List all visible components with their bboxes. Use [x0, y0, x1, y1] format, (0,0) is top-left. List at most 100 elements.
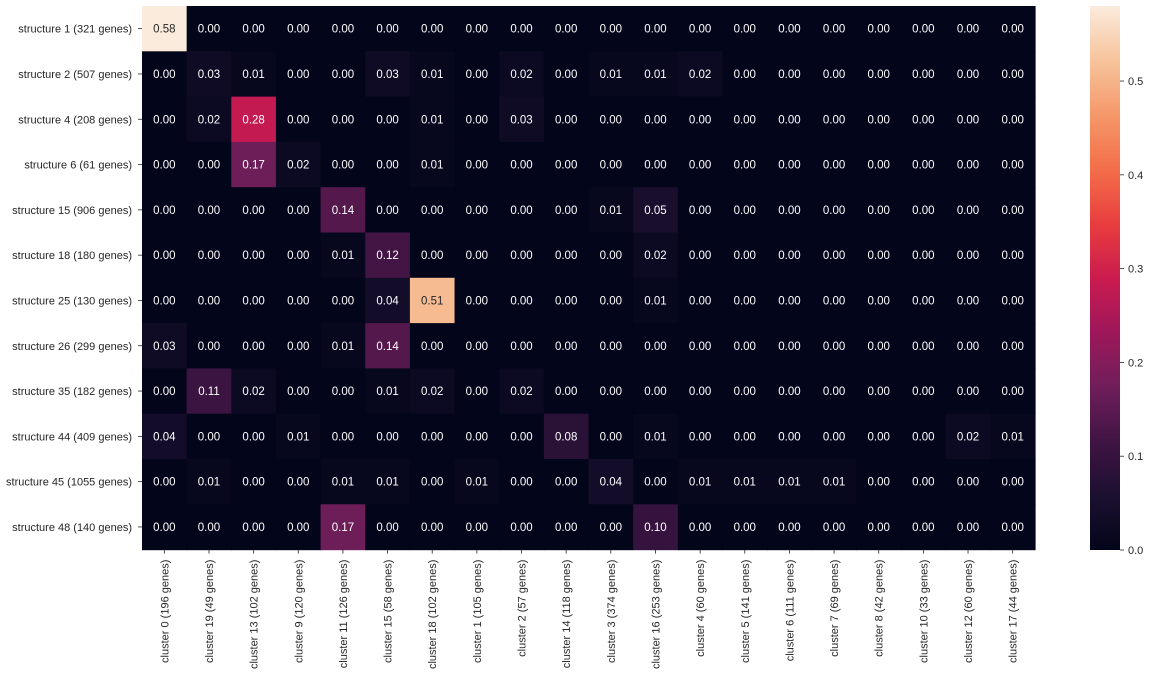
cell-value-label: 0.00 — [912, 386, 934, 398]
heatmap-cell — [901, 96, 947, 143]
cell-value-label: 0.51 — [421, 295, 443, 307]
heatmap-cell — [677, 504, 724, 551]
heatmap-cell — [231, 187, 277, 234]
column-label: cluster 4 (60 genes) — [695, 560, 707, 657]
row-label: structure 45 (1055 genes) — [6, 477, 132, 489]
cell-value-label: 0.00 — [868, 24, 890, 36]
cell-value-label: 0.03 — [510, 114, 532, 126]
heatmap-cell — [499, 504, 545, 551]
heatmap-cell — [499, 368, 545, 415]
heatmap-cell — [633, 504, 679, 551]
heatmap-cell — [901, 187, 947, 234]
cell-value-label: 0.00 — [823, 295, 845, 307]
cell-value-label: 0.00 — [778, 69, 800, 81]
cell-value-label: 0.00 — [421, 24, 443, 36]
heatmap-cell — [990, 413, 1036, 460]
cell-value-label: 0.00 — [555, 250, 577, 262]
heatmap-cell — [856, 232, 902, 279]
heatmap-cell — [142, 504, 188, 551]
heatmap-cell — [990, 459, 1036, 505]
cell-value-label: 0.00 — [555, 477, 577, 489]
heatmap-cell — [945, 6, 991, 52]
cell-value-label: 0.00 — [242, 431, 264, 443]
heatmap-cell — [588, 504, 634, 551]
heatmap-cell — [856, 504, 902, 551]
heatmap-cell — [142, 187, 188, 234]
heatmap-cell — [767, 6, 813, 52]
cell-value-label: 0.00 — [823, 69, 845, 81]
cell-value-label: 0.00 — [555, 69, 577, 81]
cell-value-label: 0.01 — [421, 160, 443, 172]
cell-value-label: 0.00 — [1001, 386, 1023, 398]
heatmap-cell — [365, 96, 411, 143]
cell-value-label: 0.00 — [332, 386, 354, 398]
heatmap-cell — [543, 96, 590, 143]
heatmap-cell — [275, 459, 322, 505]
cell-value-label: 0.00 — [912, 205, 934, 217]
colorbar-tick-label: 0.3 — [1128, 264, 1143, 276]
heatmap-cell — [722, 368, 768, 415]
cell-value-label: 0.00 — [644, 386, 666, 398]
cell-value-label: 0.00 — [555, 114, 577, 126]
cell-value-label: 0.02 — [242, 386, 264, 398]
heatmap-cell — [186, 459, 232, 505]
heatmap-cell — [856, 323, 902, 369]
cell-value-label: 0.08 — [555, 431, 577, 443]
heatmap-cell — [499, 277, 545, 324]
cell-value-label: 0.00 — [912, 431, 934, 443]
cell-value-label: 0.00 — [823, 341, 845, 353]
heatmap-cell — [365, 51, 411, 98]
heatmap-cell — [990, 368, 1036, 415]
heatmap-cell — [409, 51, 456, 98]
cell-value-label: 0.00 — [198, 250, 220, 262]
cell-value-label: 0.04 — [600, 477, 623, 489]
cell-value-label: 0.00 — [734, 114, 756, 126]
row-label: structure 6 (61 genes) — [24, 160, 132, 172]
cell-value-label: 0.00 — [287, 386, 309, 398]
cell-value-label: 0.02 — [644, 250, 666, 262]
heatmap-cell — [633, 459, 679, 505]
heatmap-cell — [901, 232, 947, 279]
row-label: structure 35 (182 genes) — [12, 386, 132, 398]
colorbar-ticks: 0.0 0.1 0.2 0.3 0.4 0.5 — [1120, 76, 1143, 557]
heatmap-cell — [454, 368, 500, 415]
cell-value-label: 0.01 — [600, 205, 622, 217]
row-label: structure 4 (208 genes) — [18, 114, 132, 126]
heatmap-cell — [186, 141, 232, 188]
heatmap-cell — [231, 413, 277, 460]
cell-value-label: 0.00 — [153, 522, 175, 534]
heatmap-cell — [990, 232, 1036, 279]
heatmap-cells: 0.58 0.00 0.00 0.00 0.00 0.00 0.00 0.00 0.00 0.00… — [142, 6, 1036, 551]
cell-value-label: 0.00 — [868, 386, 890, 398]
cell-value-label: 0.17 — [242, 160, 264, 172]
heatmap-cell — [320, 277, 366, 324]
heatmap-cell — [275, 51, 322, 98]
heatmap-cell — [320, 368, 366, 415]
cell-value-label: 0.00 — [868, 69, 890, 81]
heatmap-cell — [767, 51, 813, 98]
heatmap-cell — [767, 277, 813, 324]
cell-value-label: 0.00 — [734, 205, 756, 217]
heatmap-cell — [543, 459, 590, 505]
cell-value-label: 0.00 — [957, 386, 979, 398]
column-label: cluster 8 (42 genes) — [874, 560, 886, 657]
heatmap-cell — [275, 368, 322, 415]
heatmap-cell — [365, 413, 411, 460]
heatmap-cell — [677, 96, 724, 143]
heatmap-cell — [901, 459, 947, 505]
cell-value-label: 0.00 — [242, 477, 264, 489]
heatmap-cell — [320, 504, 366, 551]
heatmap-cell — [365, 232, 411, 279]
cell-value-label: 0.00 — [957, 250, 979, 262]
heatmap-cell — [454, 459, 500, 505]
heatmap-cell — [186, 413, 232, 460]
colorbar: 0.0 0.1 0.2 0.3 0.4 0.5 — [1090, 6, 1143, 557]
cell-value-label: 0.00 — [555, 386, 577, 398]
heatmap-cell — [543, 413, 590, 460]
cell-value-label: 0.14 — [332, 205, 355, 217]
heatmap-cell — [543, 323, 590, 369]
heatmap-cell — [677, 6, 724, 52]
heatmap-cell — [588, 6, 634, 52]
heatmap-cell — [454, 323, 500, 369]
